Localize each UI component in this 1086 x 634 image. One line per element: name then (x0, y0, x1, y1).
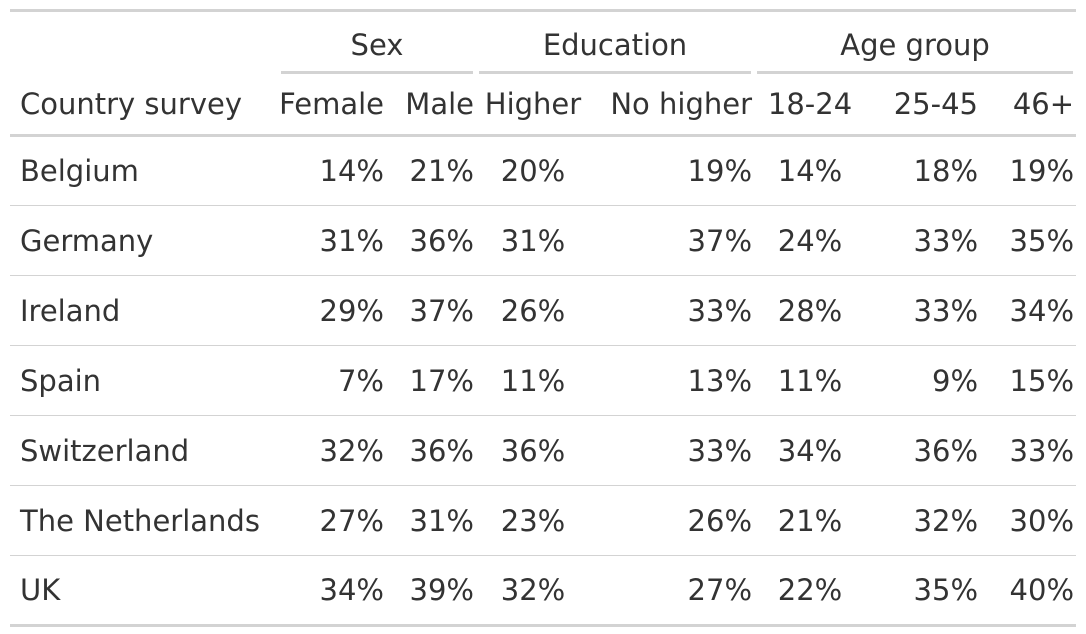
table-cell: 24% (777, 223, 843, 258)
table-cell: 31% (500, 223, 566, 258)
table-cell: 20% (500, 154, 566, 188)
spanner-age-group: Age group (754, 11, 1076, 74)
table-cell: 34% (777, 433, 843, 468)
table-cell: 28% (777, 293, 843, 328)
table-cell: 32% (319, 433, 384, 468)
table-cell: 36% (500, 433, 566, 468)
column-header-18-24: 18-24 (767, 87, 853, 121)
table-cell: 14% (777, 154, 843, 188)
table-cell: 27% (319, 503, 384, 538)
column-header-no-higher: No higher (610, 87, 753, 121)
row-label: Belgium (20, 154, 139, 188)
table-cell: 33% (913, 293, 979, 328)
column-header-higher: Higher (484, 87, 582, 121)
table-cell: 23% (500, 503, 566, 538)
table-cell: 33% (913, 223, 979, 258)
table-cell: 21% (409, 154, 474, 188)
spanner-age-group-rule (757, 71, 1074, 74)
column-header-46-plus: 46+ (1012, 87, 1075, 121)
table-cell: 29% (319, 293, 384, 328)
column-header-row: Country survey Female Male Higher No hig… (10, 74, 1077, 136)
table-cell: 35% (1009, 223, 1075, 258)
table-cell: 26% (500, 293, 566, 328)
spanner-empty (10, 11, 278, 75)
table-cell: 34% (1009, 293, 1075, 328)
column-header-25-45: 25-45 (893, 87, 979, 121)
table-cell: 11% (500, 363, 566, 398)
row-label: UK (20, 573, 61, 607)
table-row: Spain 7% 17% 11% 13% 11% 9% 15% (10, 346, 1077, 416)
table-cell: 32% (500, 573, 566, 607)
spanner-education: Education (476, 11, 754, 74)
survey-table-container: Sex Education Age group Country survey F… (10, 9, 1077, 627)
table-cell: 40% (1009, 573, 1075, 607)
table-cell: 35% (913, 573, 979, 607)
table-cell: 39% (409, 573, 474, 607)
spanner-sex-label: Sex (350, 28, 404, 62)
table-cell: 37% (687, 223, 753, 258)
table-cell: 19% (1009, 154, 1075, 188)
spanner-sex: Sex (278, 11, 476, 74)
table-body: Belgium 14% 21% 20% 19% 14% 18% 19% Germ… (10, 136, 1077, 626)
table-cell: 36% (409, 433, 474, 468)
table-cell: 36% (409, 223, 474, 258)
spanner-education-rule (479, 71, 752, 74)
row-label: Spain (20, 363, 102, 398)
spanner-row: Sex Education Age group (10, 10, 1077, 75)
table-cell: 37% (409, 293, 474, 328)
table-row: Switzerland 32% 36% 36% 33% 34% 36% 33% (10, 416, 1077, 486)
table-cell: 31% (409, 503, 474, 538)
column-header-female: Female (279, 87, 384, 121)
table-cell: 30% (1009, 503, 1075, 538)
table-cell: 11% (777, 363, 843, 398)
row-label: Ireland (20, 293, 121, 328)
row-label: Germany (20, 223, 154, 258)
table-row: Germany 31% 36% 31% 37% 24% 33% 35% (10, 206, 1077, 276)
table-cell: 32% (913, 503, 979, 538)
table-cell: 19% (687, 154, 753, 188)
table-cell: 31% (319, 223, 384, 258)
table-cell: 33% (687, 433, 753, 468)
spanner-age-group-label: Age group (840, 28, 990, 62)
table-cell: 9% (932, 363, 979, 398)
table-cell: 22% (777, 573, 843, 607)
spanner-sex-rule (281, 71, 473, 74)
table-row: UK 34% 39% 32% 27% 22% 35% 40% (10, 556, 1077, 626)
table-cell: 27% (687, 573, 753, 607)
table-cell: 34% (319, 573, 384, 607)
spanner-education-label: Education (542, 28, 688, 62)
table-cell: 7% (337, 363, 384, 398)
row-label: The Netherlands (20, 503, 260, 538)
table-row: Ireland 29% 37% 26% 33% 28% 33% 34% (10, 276, 1077, 346)
table-cell: 13% (687, 363, 753, 398)
row-label: Switzerland (20, 433, 190, 468)
column-header-country-survey: Country survey (20, 87, 243, 121)
table-cell: 17% (409, 363, 474, 398)
table-cell: 14% (319, 154, 384, 188)
table-row: The Netherlands 27% 31% 23% 26% 21% 32% … (10, 486, 1077, 556)
table-cell: 18% (913, 154, 979, 188)
table-row: Belgium 14% 21% 20% 19% 14% 18% 19% (10, 136, 1077, 206)
table-cell: 15% (1009, 363, 1075, 398)
column-header-male: Male (405, 87, 474, 121)
table-cell: 21% (777, 503, 843, 538)
table-cell: 33% (687, 293, 753, 328)
survey-table: Sex Education Age group Country survey F… (10, 9, 1077, 627)
table-cell: 33% (1009, 433, 1075, 468)
table-cell: 26% (687, 503, 753, 538)
table-cell: 36% (913, 433, 979, 468)
